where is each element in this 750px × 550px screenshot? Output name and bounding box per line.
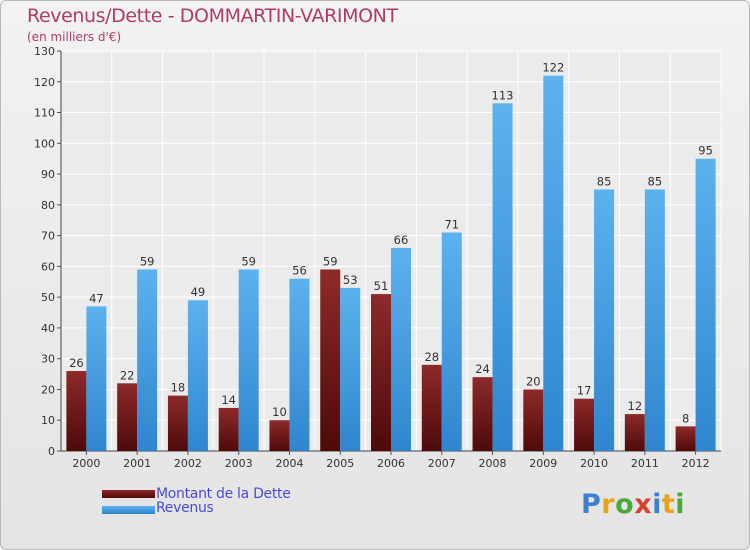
legend-label-revenus: Revenus <box>156 500 214 516</box>
bar-dette <box>574 398 595 451</box>
axes: 0 10 20 30 40 50 60 70 80 90 100 110 120 130 2000 2001 2… <box>34 45 721 470</box>
value-label: 66 <box>394 233 409 247</box>
bar-revenus <box>695 158 716 451</box>
x-tick-label: 2001 <box>123 457 151 470</box>
y-tick-label: 90 <box>41 168 55 181</box>
bar-revenus <box>391 247 411 451</box>
legend-swatch-dette <box>102 490 155 498</box>
bar-revenus <box>238 269 259 451</box>
bar-dette <box>472 377 493 451</box>
value-label: 59 <box>323 254 338 268</box>
bar-dette <box>117 383 138 451</box>
value-label: 71 <box>444 218 459 232</box>
data-labels: 26 47 22 59 18 49 14 59 10 56 59 53 51 66 28 71 24 113 20 1… <box>69 61 713 426</box>
x-tick-label: 2006 <box>377 457 405 470</box>
value-label: 18 <box>171 381 186 395</box>
x-tick-label: 2011 <box>631 457 659 470</box>
x-tick-label: 2008 <box>479 457 507 470</box>
y-tick-label: 130 <box>34 45 55 58</box>
value-label: 122 <box>542 61 564 75</box>
value-label: 26 <box>69 356 84 370</box>
chart-title: Revenus/Dette - DOMMARTIN-VARIMONT <box>27 5 398 27</box>
bar-revenus <box>441 232 462 451</box>
y-tick-label: 80 <box>41 199 55 212</box>
x-tick-label: 2005 <box>326 457 354 470</box>
y-tick-label: 20 <box>41 383 55 396</box>
bar-revenus <box>644 189 665 451</box>
logo-letter: P <box>581 489 602 520</box>
bar-dette <box>66 371 87 451</box>
bar-revenus <box>340 287 361 451</box>
x-tick-label: 2010 <box>580 457 608 470</box>
bar-dette <box>421 364 442 451</box>
y-tick-label: 60 <box>41 260 55 273</box>
logo-letter: i <box>675 489 686 520</box>
y-tick-label: 110 <box>34 107 55 120</box>
bar-dette <box>269 420 290 451</box>
value-label: 17 <box>577 384 592 398</box>
x-tick-label: 2000 <box>72 457 100 470</box>
logo-letter: t <box>661 489 676 520</box>
proxiti-logo: Proxiti <box>581 489 685 520</box>
value-label: 8 <box>682 411 689 425</box>
bar-revenus <box>492 103 513 452</box>
value-label: 85 <box>597 174 612 188</box>
value-label: 12 <box>628 399 643 413</box>
value-label: 51 <box>374 279 389 293</box>
logo-letter: o <box>615 489 635 520</box>
y-tick-label: 50 <box>41 291 55 304</box>
y-tick-label: 10 <box>41 414 55 427</box>
bar-dette <box>523 389 544 451</box>
value-label: 95 <box>698 144 713 158</box>
value-label: 53 <box>343 273 358 287</box>
value-label: 24 <box>475 362 490 376</box>
bar-dette <box>167 395 188 451</box>
bar-revenus <box>289 278 310 451</box>
value-label: 85 <box>648 174 663 188</box>
value-label: 10 <box>272 405 287 419</box>
logo-letter: i <box>652 489 662 520</box>
x-tick-label: 2002 <box>174 457 202 470</box>
value-label: 56 <box>292 264 307 278</box>
value-label: 59 <box>241 254 256 268</box>
x-tick-label: 2007 <box>428 457 456 470</box>
value-label: 47 <box>89 291 104 305</box>
chart-subtitle: (en milliers d'€) <box>27 30 122 44</box>
value-label: 28 <box>424 350 439 364</box>
legend-swatch-revenus <box>102 506 155 514</box>
legend-label-dette: Montant de la Dette <box>156 486 291 502</box>
bar-dette <box>624 414 645 451</box>
value-label: 20 <box>526 374 541 388</box>
bar-revenus <box>86 306 107 451</box>
y-tick-label: 100 <box>34 137 55 150</box>
x-tick-label: 2009 <box>529 457 557 470</box>
x-tick-label: 2003 <box>225 457 253 470</box>
bar-revenus <box>594 189 615 451</box>
bar-dette <box>675 426 696 451</box>
value-label: 113 <box>492 88 514 102</box>
y-tick-label: 70 <box>41 230 55 243</box>
y-tick-label: 0 <box>48 445 55 458</box>
bar-dette <box>218 407 239 451</box>
value-label: 22 <box>120 368 135 382</box>
bars <box>66 75 716 452</box>
x-tick-label: 2012 <box>682 457 710 470</box>
y-tick-label: 30 <box>41 353 55 366</box>
bar-revenus <box>137 269 158 451</box>
y-tick-label: 40 <box>41 322 55 335</box>
logo-letter: x <box>634 489 653 520</box>
bar-revenus <box>187 300 208 451</box>
value-label: 59 <box>140 254 155 268</box>
bar-dette <box>371 294 391 451</box>
y-tick-label: 120 <box>34 76 55 89</box>
x-tick-label: 2004 <box>275 457 303 470</box>
logo-letter: r <box>601 489 616 520</box>
value-label: 49 <box>191 285 206 299</box>
value-label: 14 <box>221 393 236 407</box>
bar-revenus <box>543 75 564 451</box>
bar-dette <box>320 269 341 451</box>
